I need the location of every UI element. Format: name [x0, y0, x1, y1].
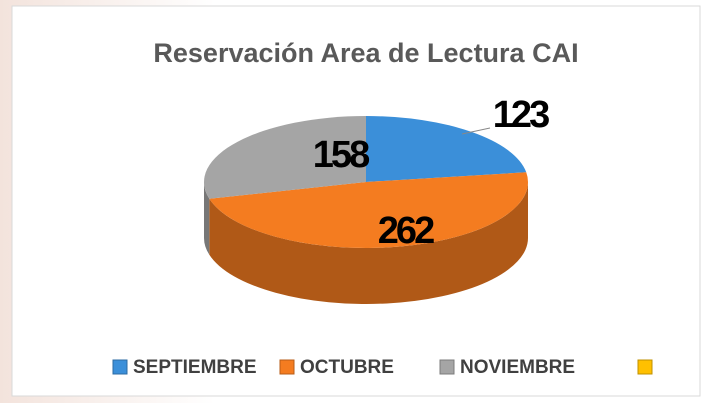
pie-slice: [366, 116, 527, 182]
leader-line: [461, 127, 491, 135]
data-label: 123: [493, 94, 549, 136]
data-label: 158: [313, 134, 369, 176]
legend-swatch: [439, 359, 455, 375]
pie-slice: [204, 116, 366, 199]
pie-slice: [209, 172, 528, 248]
legend-swatch: [279, 359, 295, 375]
pie-side: [209, 182, 529, 304]
legend-swatch: [637, 359, 653, 375]
legend-label: SEPTIEMBRE: [133, 357, 257, 378]
legend-swatch: [112, 359, 128, 375]
legend-label: OCTUBRE: [300, 357, 394, 378]
chart-title: Reservación Area de Lectura CAI: [153, 38, 578, 68]
legend-label: NOVIEMBRE: [460, 357, 575, 378]
pie-side: [204, 182, 210, 255]
data-label: 262: [378, 210, 434, 252]
